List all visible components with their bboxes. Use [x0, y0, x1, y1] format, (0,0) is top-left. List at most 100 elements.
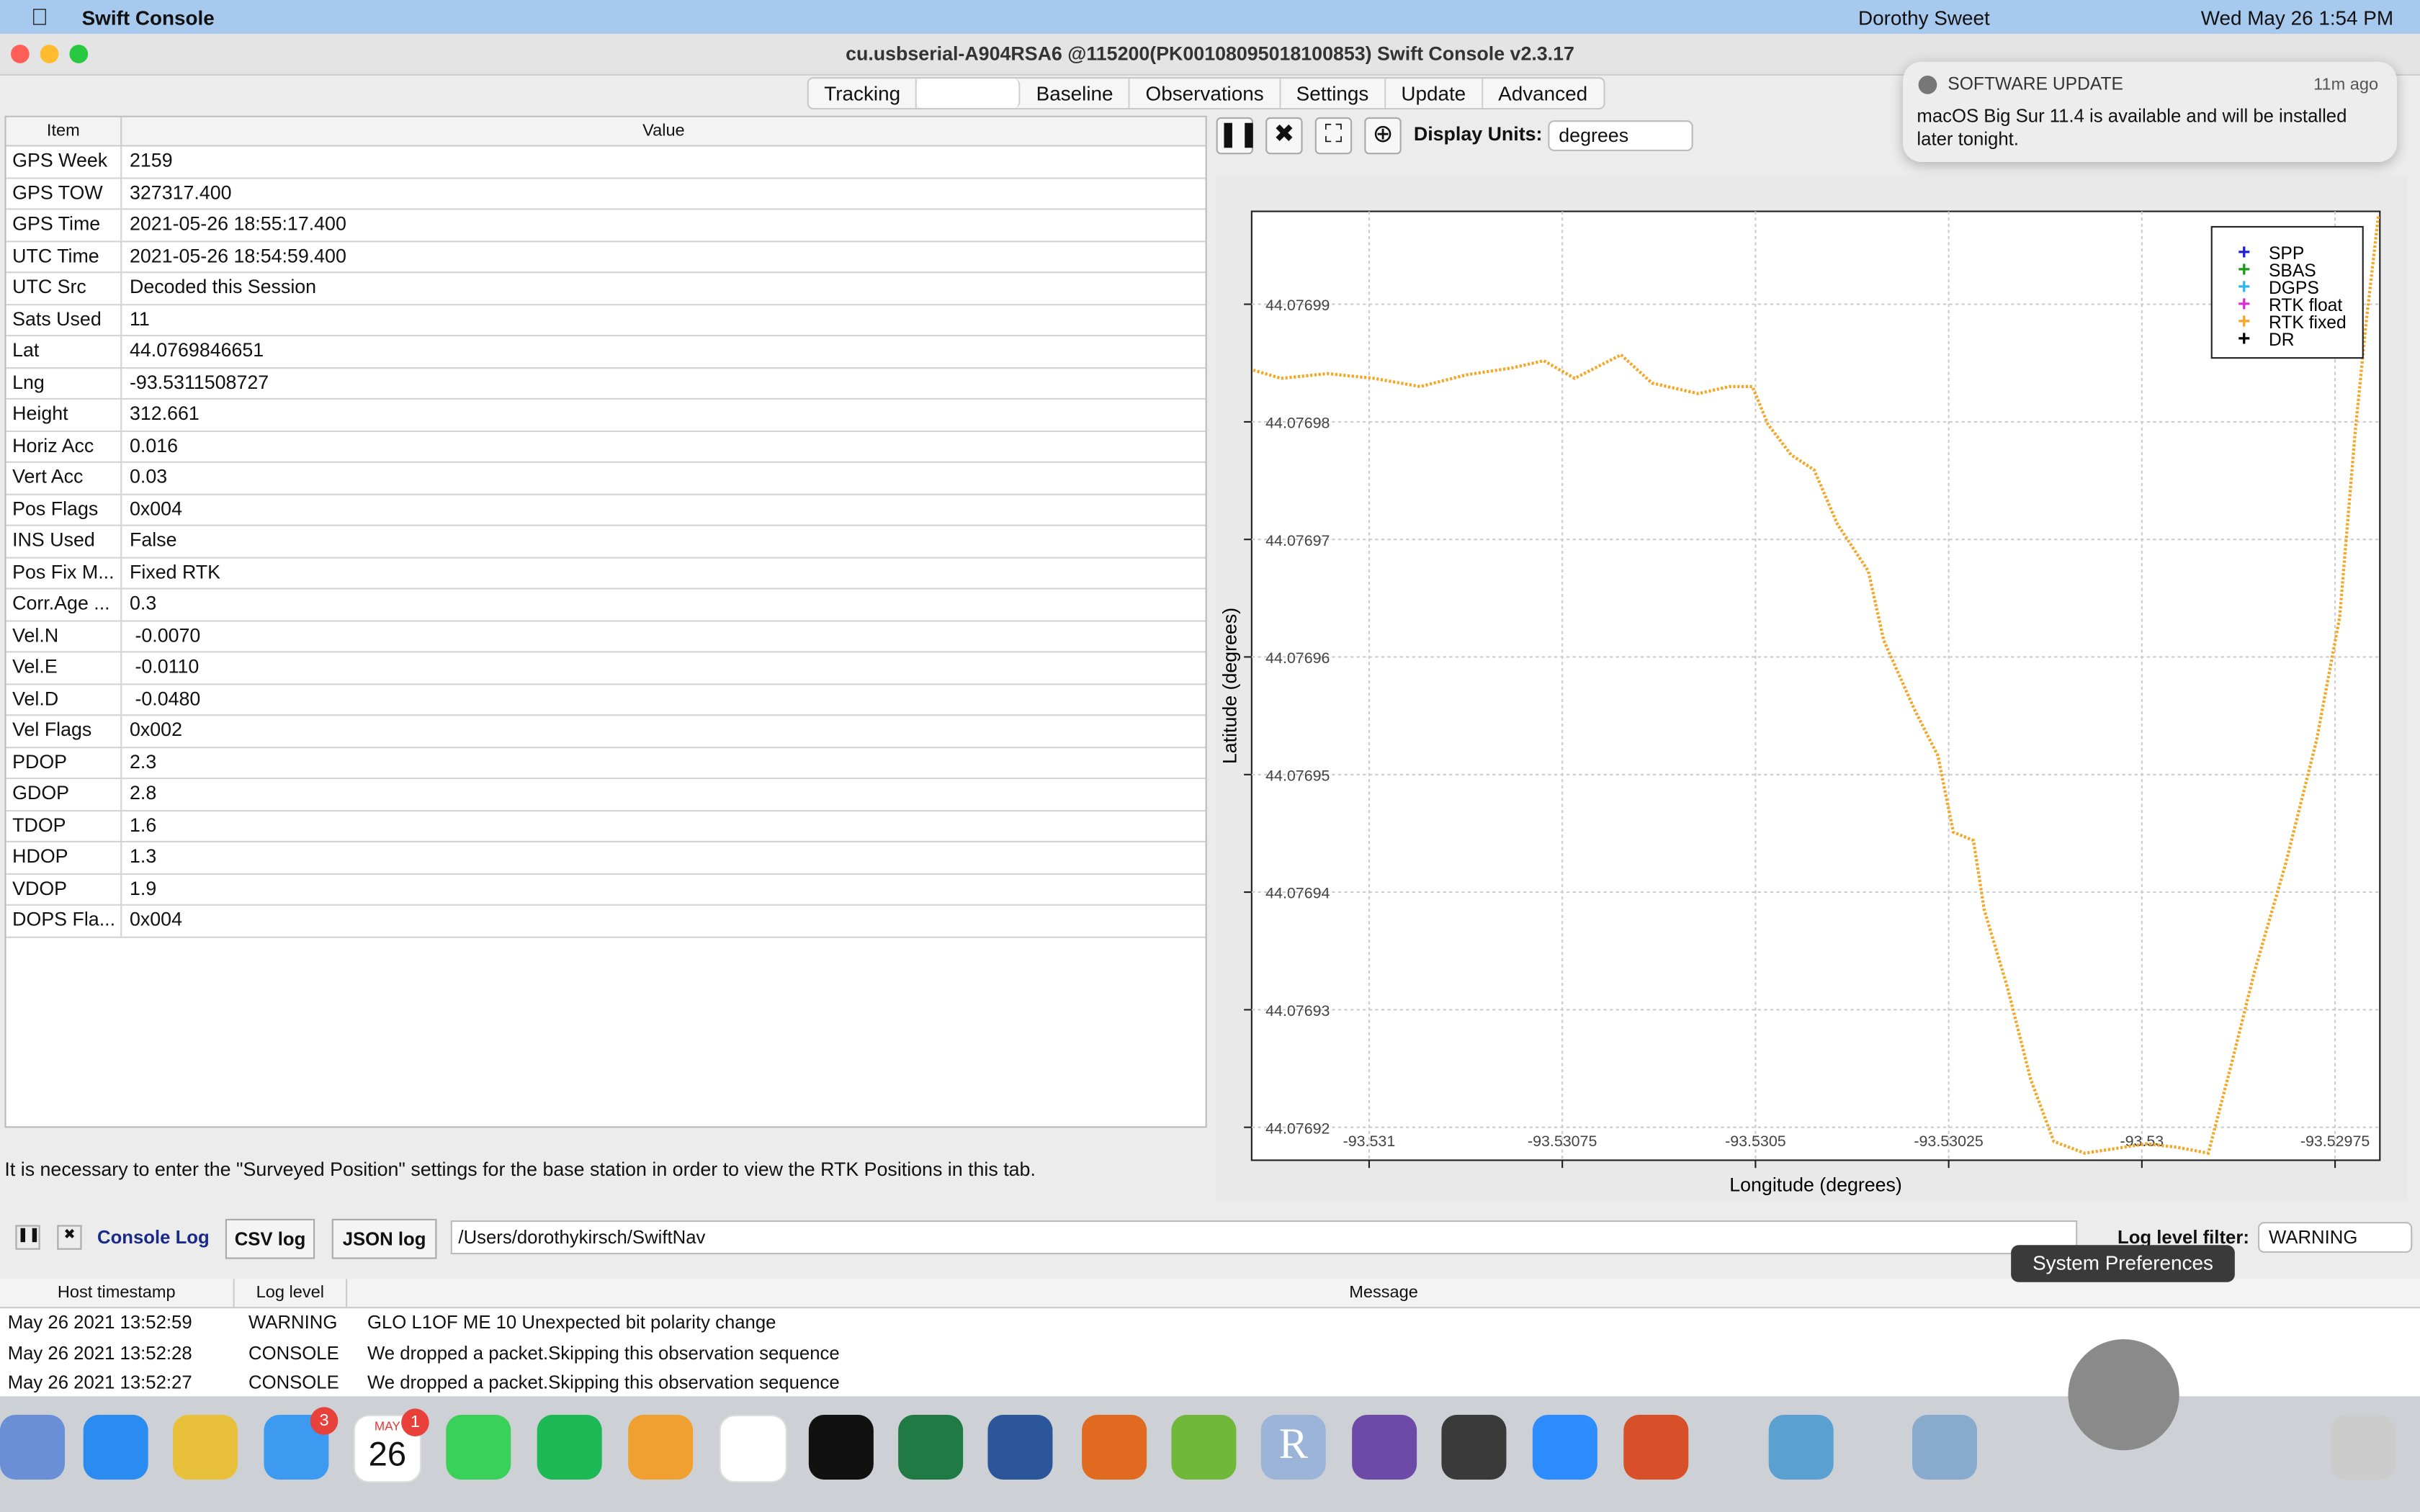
column-header[interactable]: Log level	[235, 1279, 348, 1307]
notification-body: macOS Big Sur 11.4 is available and will…	[1917, 104, 2347, 150]
json-log-button[interactable]: JSON log	[331, 1218, 437, 1259]
table-row[interactable]: Vert Acc 0.03	[6, 462, 1206, 495]
close-button[interactable]	[11, 45, 30, 63]
table-row[interactable]: Lng -93.5311508727	[6, 368, 1206, 400]
item-cell: Horiz Acc	[6, 431, 122, 462]
dock-sublime[interactable]	[1441, 1414, 1507, 1480]
dock-chrome[interactable]	[173, 1414, 238, 1480]
table-row[interactable]: UTC Src Decoded this Session	[6, 273, 1206, 305]
dock-swift-console[interactable]	[628, 1414, 694, 1480]
tab[interactable]: Observations	[1130, 78, 1281, 108]
column-header[interactable]: Value	[642, 122, 685, 140]
dock-tooltip: System Preferences	[2011, 1245, 2235, 1282]
table-row[interactable]: Pos Flags 0x004	[6, 494, 1206, 526]
dock-mail[interactable]: 3	[264, 1407, 339, 1480]
legend-marker: +	[2238, 310, 2251, 333]
dock-r[interactable]: R	[1260, 1414, 1326, 1480]
y-tick-label: 44.07695	[1265, 767, 1330, 784]
table-row[interactable]: INS Used False	[6, 526, 1206, 558]
tab[interactable]: Tracking	[809, 78, 918, 108]
dock-github[interactable]	[1352, 1414, 1417, 1480]
table-row[interactable]: Sats Used 11	[6, 305, 1206, 337]
dock-slack[interactable]	[719, 1414, 787, 1483]
log-message: GLO L1OF ME 10 Unexpected bit polarity c…	[367, 1311, 776, 1333]
tab[interactable]: Settings	[1281, 78, 1386, 108]
x-axis-label: Longitude (degrees)	[1729, 1174, 1902, 1195]
minimize-button[interactable]	[40, 45, 59, 63]
dock-messages[interactable]	[446, 1414, 511, 1480]
log-header: Host timestamp Log level Message	[0, 1279, 2420, 1309]
table-row[interactable]: DOPS Fla... 0x004	[6, 905, 1206, 937]
dock-word[interactable]	[987, 1414, 1053, 1480]
log-clear[interactable]: ✖	[57, 1225, 82, 1250]
dock-system-preferences[interactable]	[2068, 1339, 2179, 1451]
notification[interactable]: SOFTWARE UPDATE 11m ago macOS Big Sur 11…	[1903, 61, 2397, 162]
dock-matlab[interactable]	[1082, 1414, 1147, 1480]
log-time: May 26 2021 13:52:28	[7, 1341, 192, 1364]
zoom-button[interactable]	[69, 45, 89, 63]
table-row[interactable]: Vel.N -0.0070	[6, 621, 1206, 653]
dock-zoom[interactable]	[1532, 1414, 1597, 1480]
tab[interactable]: Advanced	[1498, 81, 1588, 105]
dock-excel[interactable]	[898, 1414, 964, 1480]
table-row[interactable]: GDOP 2.8	[6, 779, 1206, 811]
column-header[interactable]: Message	[1349, 1283, 1418, 1302]
table-row[interactable]: Pos Fix M... Fixed RTK	[6, 557, 1206, 590]
tab-active[interactable]	[917, 78, 1021, 108]
column-header[interactable]: Item	[6, 117, 122, 145]
dock-terminal[interactable]	[808, 1414, 874, 1480]
user-menu[interactable]: Dorothy Sweet	[1858, 6, 1990, 30]
dock-qgis[interactable]	[1171, 1414, 1237, 1480]
table-row[interactable]: GPS Time 2021-05-26 18:55:17.400	[6, 210, 1206, 242]
table-header: Item Value	[6, 117, 1206, 147]
table-row[interactable]: PDOP 2.3	[6, 747, 1206, 780]
table-row[interactable]: Vel.D -0.0480	[6, 684, 1206, 716]
zoom-all-button[interactable]: ⛶	[1314, 117, 1353, 155]
table-row[interactable]: GPS TOW 327317.400	[6, 178, 1206, 210]
table-row[interactable]: Corr.Age ... 0.3	[6, 589, 1206, 621]
table-row[interactable]: Horiz Acc 0.016	[6, 431, 1206, 463]
value-cell: 2.3	[130, 750, 157, 773]
app-menu[interactable]: Swift Console	[81, 6, 215, 30]
dock-remote[interactable]	[1623, 1414, 1689, 1480]
log-row[interactable]: May 26 2021 13:52:59 WARNING GLO L1OF ME 1…	[0, 1308, 2420, 1338]
x-tick-label: -93.53025	[1914, 1133, 1983, 1150]
log-row[interactable]: May 26 2021 13:52:27 CONSOLE We dropped a …	[0, 1369, 2420, 1399]
table-row[interactable]: GPS Week 2159	[6, 146, 1206, 179]
dock-spotify[interactable]	[537, 1414, 602, 1480]
menu-bar:  Swift Console Dorothy Sweet Wed May 26…	[0, 0, 2420, 35]
log-pause[interactable]: ❚❚	[15, 1225, 40, 1250]
table-row[interactable]: Vel.E -0.0110	[6, 652, 1206, 685]
table-row[interactable]: HDOP 1.3	[6, 842, 1206, 874]
dock-trash[interactable]	[2330, 1414, 2396, 1480]
table-row[interactable]: VDOP 1.9	[6, 873, 1206, 906]
dock-network[interactable]	[1768, 1414, 1834, 1480]
pause-button[interactable]: ❚❚	[1216, 117, 1259, 155]
csv-log-button[interactable]: CSV log	[225, 1218, 315, 1259]
dock-launchpad[interactable]	[0, 1414, 65, 1480]
value-cell: -0.0480	[130, 687, 201, 709]
units-select[interactable]: degrees	[1548, 120, 1693, 151]
table-row[interactable]: Lat 44.0769846651	[6, 336, 1206, 369]
dock-calendar[interactable]: MAY 26 1	[353, 1408, 429, 1483]
table-row[interactable]: Vel Flags 0x002	[6, 716, 1206, 748]
apple-menu[interactable]: 	[31, 4, 48, 30]
clear-button[interactable]: ✖	[1265, 117, 1303, 155]
table-row[interactable]: TDOP 1.6	[6, 811, 1206, 842]
tab[interactable]: Update	[1386, 78, 1483, 108]
log-row[interactable]: May 26 2021 13:52:28 CONSOLE We dropped a …	[0, 1338, 2420, 1369]
column-header[interactable]: Host timestamp	[0, 1279, 235, 1307]
log-path[interactable]: /Users/dorothykirsch/SwiftNav	[450, 1220, 2078, 1255]
table-row[interactable]: UTC Time 2021-05-26 18:54:59.400	[6, 241, 1206, 274]
table-row[interactable]: Height 312.661	[6, 400, 1206, 431]
item-cell: Pos Fix M...	[6, 557, 122, 588]
clock[interactable]: Wed May 26 1:54 PM	[2200, 6, 2394, 30]
dock-preview[interactable]	[1912, 1414, 1977, 1480]
dock-safari[interactable]	[83, 1414, 148, 1480]
item-cell: Vel.E	[6, 652, 122, 683]
tab[interactable]: Baseline	[1021, 78, 1131, 108]
filter-select[interactable]: WARNING	[2258, 1222, 2413, 1253]
console-log-tab[interactable]: Console Log	[97, 1226, 210, 1248]
value-cell: Decoded this Session	[130, 276, 317, 298]
center-button[interactable]: ⊕	[1364, 117, 1402, 155]
